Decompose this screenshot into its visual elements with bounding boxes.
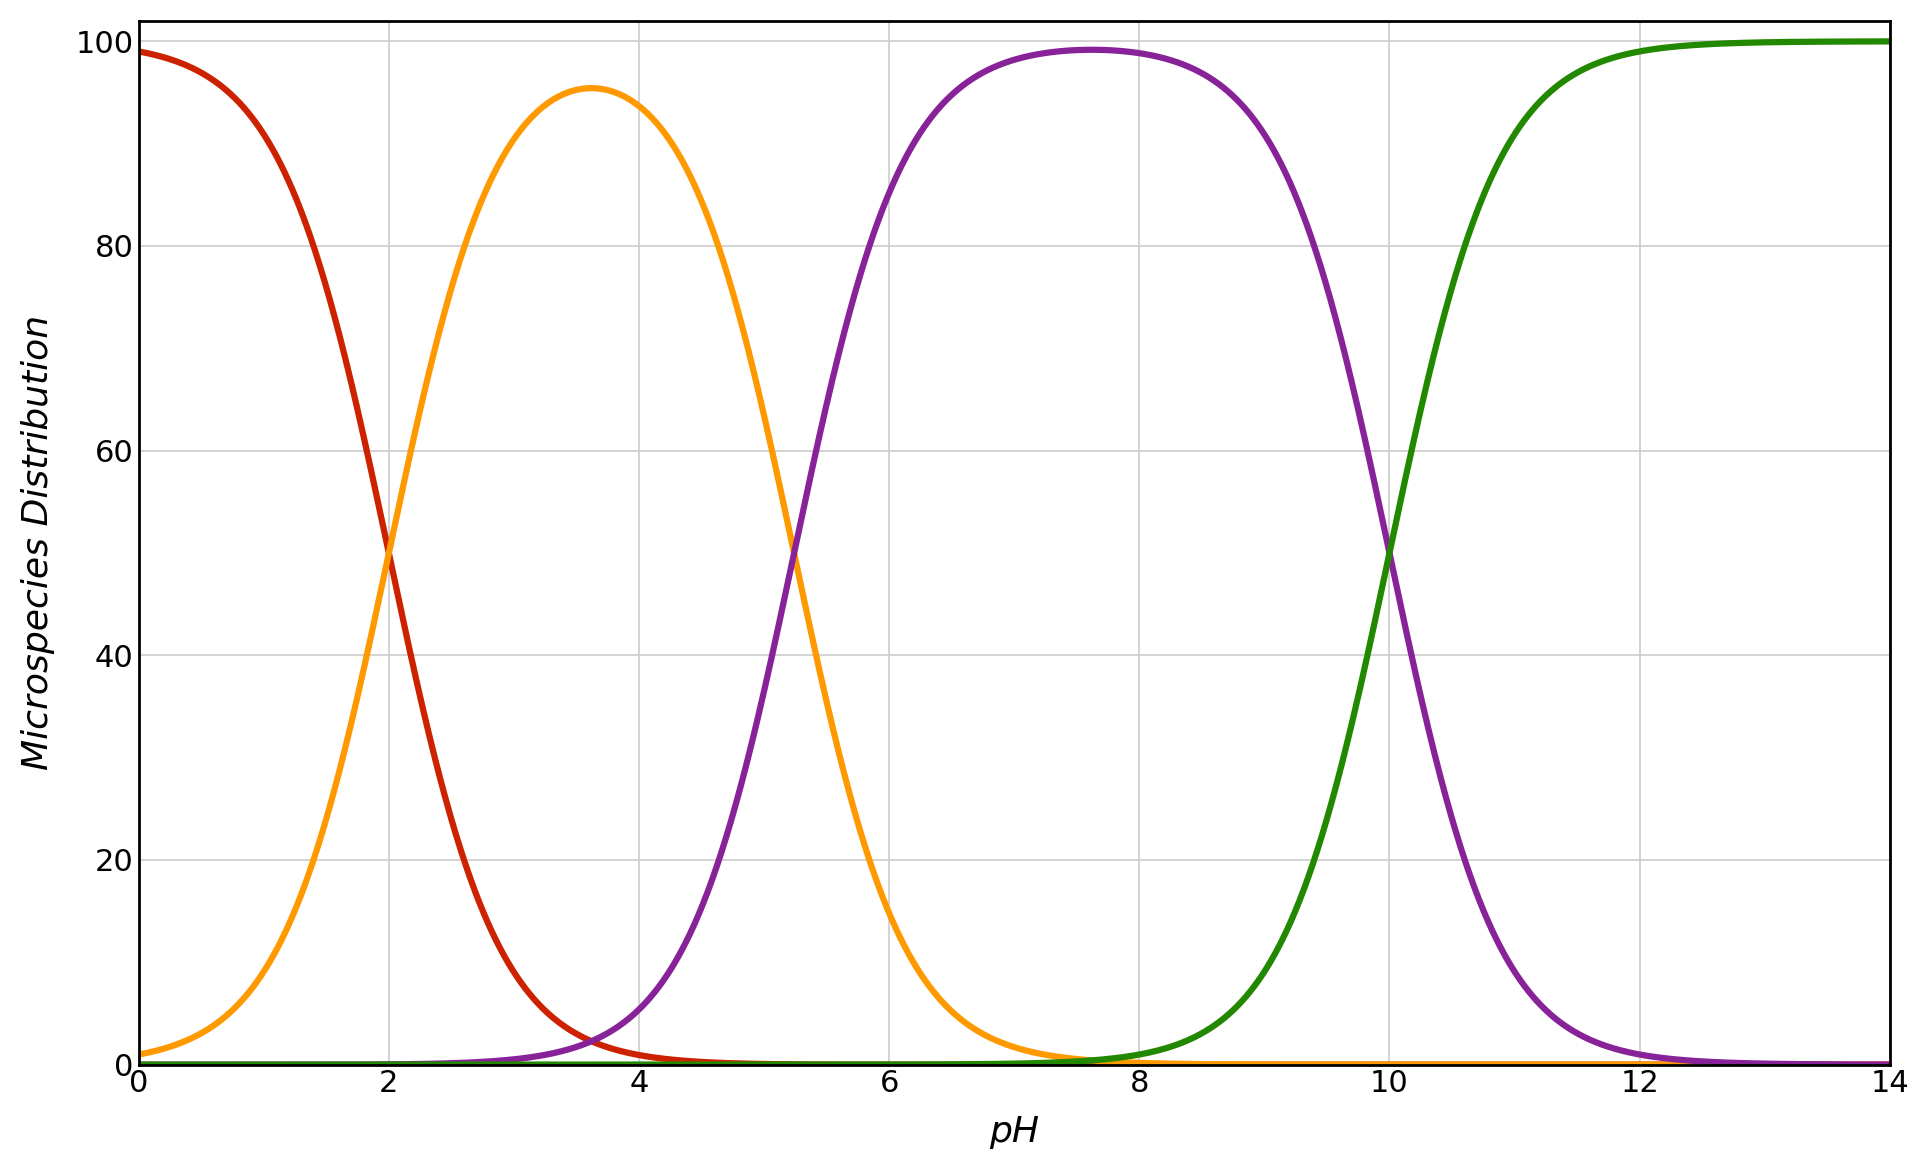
Y-axis label: Microspecies Distribution: Microspecies Distribution bbox=[21, 315, 54, 770]
X-axis label: pH: pH bbox=[990, 1115, 1038, 1149]
